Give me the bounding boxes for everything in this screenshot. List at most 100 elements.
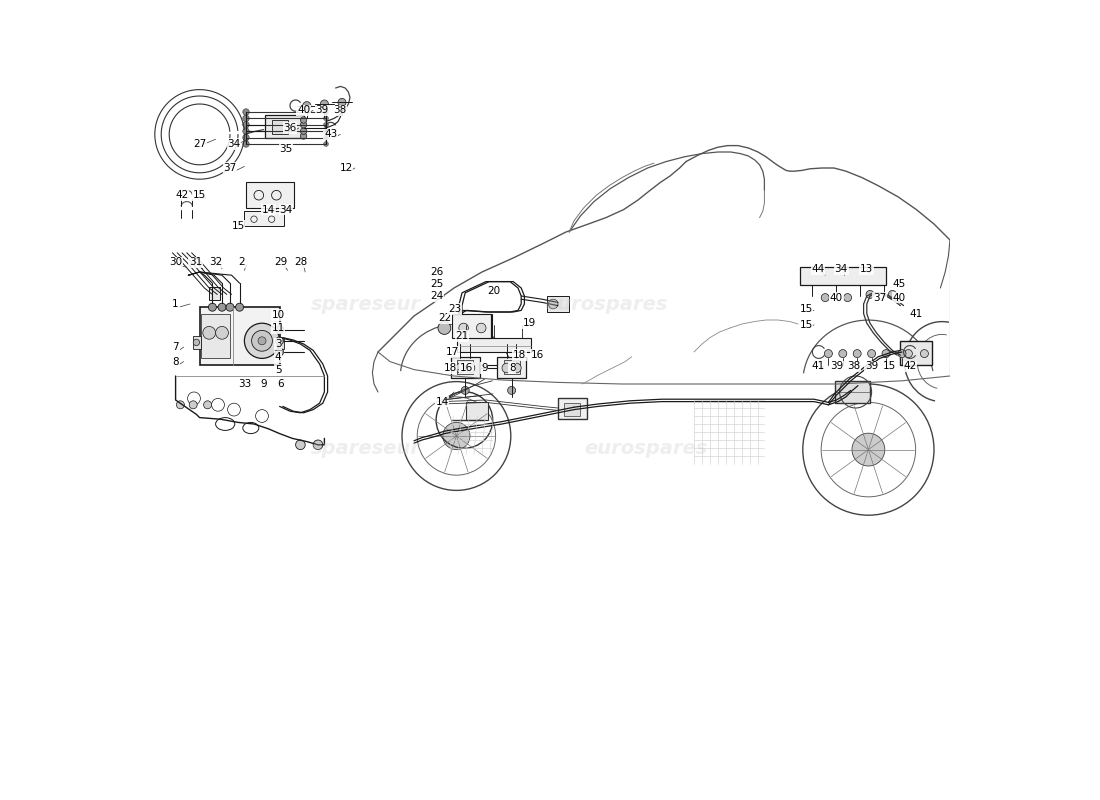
Text: 6: 6 [277, 379, 284, 389]
Circle shape [243, 122, 250, 128]
Circle shape [323, 142, 329, 146]
Circle shape [882, 350, 890, 358]
Text: 7: 7 [173, 342, 179, 352]
Circle shape [323, 110, 329, 114]
Circle shape [302, 102, 311, 110]
Circle shape [323, 122, 329, 127]
Circle shape [921, 350, 928, 358]
Bar [246, 182, 294, 208]
Text: 11: 11 [272, 323, 285, 333]
Circle shape [204, 401, 211, 409]
Text: 41: 41 [812, 362, 825, 371]
Bar [209, 287, 220, 300]
Circle shape [868, 350, 876, 358]
Circle shape [216, 326, 229, 339]
Text: 5: 5 [275, 365, 282, 374]
Text: 24: 24 [430, 291, 443, 301]
Text: 4: 4 [275, 352, 282, 362]
Bar [272, 120, 287, 134]
Text: 12: 12 [340, 163, 353, 173]
Circle shape [218, 303, 226, 311]
Text: 40: 40 [892, 293, 905, 302]
Circle shape [338, 98, 346, 106]
Circle shape [300, 122, 307, 128]
Text: 1: 1 [173, 299, 179, 309]
Circle shape [176, 401, 185, 409]
Text: 23: 23 [448, 304, 461, 314]
Bar [244, 211, 285, 226]
Circle shape [839, 350, 847, 358]
Text: 9: 9 [481, 363, 487, 373]
Text: 9: 9 [261, 379, 267, 389]
Bar [458, 338, 531, 352]
Bar [452, 314, 491, 338]
Text: 18: 18 [513, 350, 526, 360]
Circle shape [244, 323, 279, 358]
Circle shape [844, 294, 851, 302]
Circle shape [258, 337, 266, 345]
Circle shape [455, 363, 465, 373]
Text: 27: 27 [192, 139, 206, 149]
Bar [265, 115, 304, 138]
Bar [835, 381, 870, 403]
Text: 19: 19 [522, 318, 536, 328]
Text: 3: 3 [275, 339, 282, 349]
Text: 38: 38 [333, 106, 346, 115]
Text: eurospares: eurospares [544, 294, 668, 314]
Text: 2: 2 [239, 258, 245, 267]
Circle shape [276, 326, 284, 334]
Circle shape [226, 303, 234, 311]
Text: 25: 25 [430, 279, 443, 289]
Circle shape [300, 117, 307, 123]
Circle shape [459, 323, 469, 333]
Bar [564, 403, 581, 416]
Bar [451, 357, 480, 378]
Circle shape [243, 141, 250, 147]
Circle shape [465, 363, 475, 373]
Text: 37: 37 [873, 293, 887, 302]
Text: 44: 44 [812, 264, 825, 274]
Circle shape [549, 299, 558, 309]
Text: 26: 26 [430, 267, 443, 277]
Circle shape [235, 303, 243, 311]
Circle shape [296, 440, 305, 450]
Circle shape [314, 440, 322, 450]
Text: 14: 14 [436, 397, 449, 406]
Circle shape [276, 348, 284, 356]
Text: 15: 15 [231, 221, 244, 230]
Text: 42: 42 [175, 190, 188, 200]
Circle shape [889, 290, 896, 298]
Text: 34: 34 [835, 264, 848, 274]
Circle shape [852, 434, 884, 466]
Bar [547, 296, 569, 312]
Circle shape [512, 363, 521, 373]
Circle shape [208, 303, 217, 311]
Bar [504, 360, 519, 374]
Circle shape [320, 100, 329, 108]
Text: 41: 41 [910, 309, 923, 318]
Circle shape [194, 339, 199, 346]
Circle shape [824, 350, 833, 358]
Bar [497, 357, 526, 378]
Bar [278, 338, 285, 349]
Text: 20: 20 [487, 286, 500, 296]
Text: 28: 28 [294, 258, 307, 267]
Text: 18: 18 [443, 363, 456, 373]
Text: 34: 34 [228, 139, 241, 149]
Circle shape [502, 363, 512, 373]
Text: 30: 30 [169, 258, 183, 267]
Text: 43: 43 [324, 130, 338, 139]
Text: 42: 42 [903, 362, 916, 371]
Bar [201, 314, 230, 358]
Circle shape [438, 322, 451, 334]
Circle shape [822, 294, 829, 302]
Text: 29: 29 [274, 258, 287, 267]
Circle shape [443, 422, 470, 450]
Circle shape [898, 350, 906, 358]
Text: 34: 34 [279, 205, 293, 214]
Text: 40: 40 [297, 106, 310, 115]
Text: 15: 15 [800, 320, 813, 330]
Text: 39: 39 [829, 362, 843, 371]
Text: 16: 16 [460, 363, 473, 373]
Circle shape [507, 386, 516, 394]
